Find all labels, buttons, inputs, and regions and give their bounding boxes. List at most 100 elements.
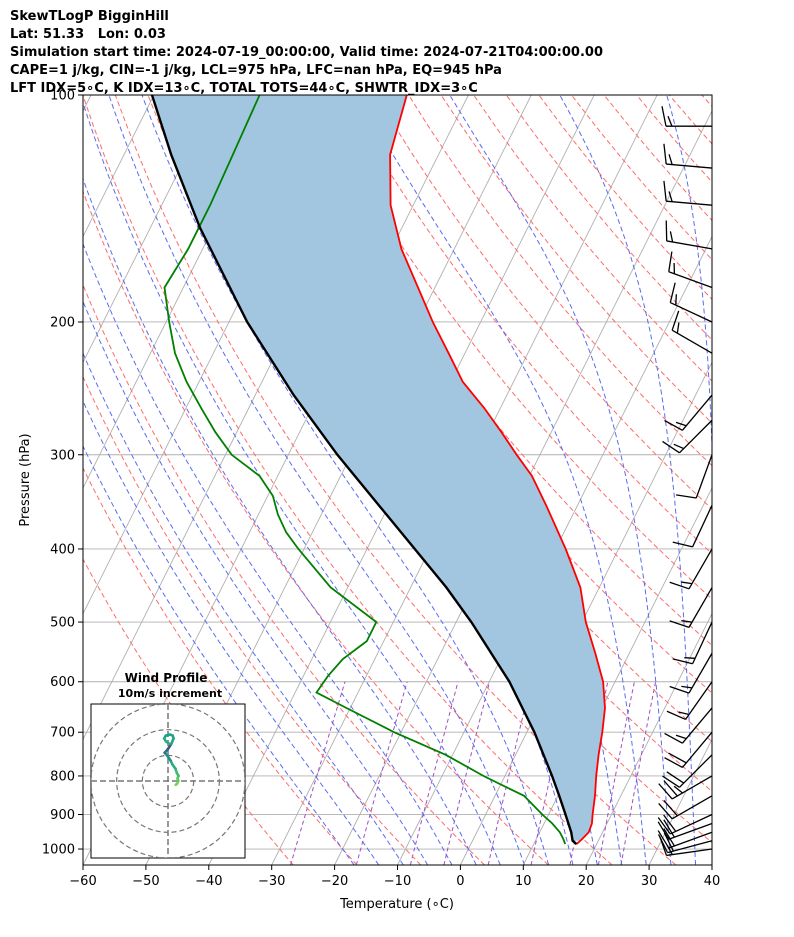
wind-barb-staff xyxy=(667,840,713,854)
y-tick-label: 200 xyxy=(50,315,75,330)
wind-barb-staff xyxy=(688,548,713,590)
wind-barb-staff xyxy=(681,731,713,768)
moist-adiabat-line xyxy=(83,242,453,865)
hodograph-plot xyxy=(91,704,245,858)
x-tick-label: −60 xyxy=(69,874,96,889)
wind-barb-staff xyxy=(666,848,713,857)
x-tick-label: −50 xyxy=(132,874,159,889)
mixing-ratio-line xyxy=(443,681,491,865)
dry-adiabat-line xyxy=(147,95,712,844)
wind-barb xyxy=(662,419,713,454)
moist-adiabat-line xyxy=(141,95,550,865)
moist-adiabat-line xyxy=(666,95,712,458)
wind-barb-flag xyxy=(684,657,696,659)
y-tick-label: 300 xyxy=(50,448,75,463)
wind-barb-flag xyxy=(681,619,693,623)
y-tick-label: 1000 xyxy=(42,843,75,858)
moist-adiabat-line xyxy=(108,95,525,865)
wind-barb-flag xyxy=(663,800,678,817)
x-axis: −60 −50 −40 −30 −20 −10 0 10 20 30 40 xyxy=(69,865,720,889)
x-tick-label: −10 xyxy=(384,874,411,889)
isotherm-line xyxy=(83,95,218,364)
wind-barb-flag xyxy=(673,785,683,794)
wind-barb-flag xyxy=(667,115,673,127)
wind-barb-flag xyxy=(669,231,674,243)
wind-barb-staff xyxy=(666,163,713,169)
wind-barb-staff xyxy=(668,822,713,840)
wind-barb-flag xyxy=(666,710,686,721)
moist-adiabat-line xyxy=(83,300,429,865)
wind-barb-flag xyxy=(675,294,677,306)
isotherm-line xyxy=(397,235,712,865)
moist-adiabat-line xyxy=(83,101,501,865)
wind-barb-flag xyxy=(664,757,683,769)
chart-title: SkewTLogP BigginHill xyxy=(10,9,169,24)
wind-barb xyxy=(664,707,713,744)
wind-barb xyxy=(669,548,713,590)
wind-barb-flag xyxy=(664,732,683,744)
wind-barb xyxy=(669,652,713,694)
wind-barb xyxy=(665,220,713,250)
wind-barb-flag xyxy=(668,154,673,165)
wind-barb-staff xyxy=(671,795,713,820)
x-tick-label: −30 xyxy=(258,874,285,889)
wind-barb-flag xyxy=(657,821,670,840)
wind-barb xyxy=(672,504,713,548)
wind-barb-flag xyxy=(663,819,675,838)
hodograph-subtitle: 10m/s increment xyxy=(118,687,222,700)
wind-barb-flag xyxy=(663,180,667,202)
dry-adiabat-line xyxy=(114,95,677,865)
mixing-ratio-line xyxy=(597,681,635,865)
y-axis: 100 200 300 400 500 600 700 800 900 1000 xyxy=(42,89,83,858)
wind-barb-flag xyxy=(658,803,673,820)
wind-barb-staff xyxy=(681,394,713,431)
wind-barb-flag xyxy=(678,711,690,716)
wind-barb-flag xyxy=(673,443,684,450)
wind-barb-flag xyxy=(669,282,676,303)
hodograph-inset: Wind Profile 10m/s increment xyxy=(90,671,246,859)
dry-adiabat-line xyxy=(734,95,794,865)
wind-barb-flag xyxy=(669,620,690,628)
x-tick-label: 0 xyxy=(456,874,464,889)
dry-adiabat-line xyxy=(408,95,712,467)
wind-barb-flag xyxy=(676,494,697,499)
wind-barb-staff xyxy=(691,504,713,548)
wind-barbs xyxy=(657,106,713,857)
wind-barb-flag xyxy=(672,658,693,665)
wind-barb-flag xyxy=(675,421,687,427)
wind-barb-staff xyxy=(688,587,713,628)
wind-barb-flag xyxy=(663,143,667,165)
moist-adiabat-line xyxy=(559,95,697,865)
wind-barb xyxy=(662,754,713,788)
mixing-ratio-line xyxy=(355,681,408,865)
wind-barb-staff xyxy=(691,621,713,665)
mixing-ratio-line xyxy=(409,681,459,865)
wind-barb-flag xyxy=(661,106,667,127)
moist-adiabat-line xyxy=(83,445,355,865)
wind-barb-flag xyxy=(657,834,669,853)
wind-barb-staff xyxy=(695,454,713,499)
indices-line-2: LFT IDX=5∘C, K IDX=13∘C, TOTAL TOTS=44∘C… xyxy=(10,81,478,96)
wind-barb-staff xyxy=(688,652,713,694)
y-tick-label: 800 xyxy=(50,769,75,784)
wind-barb-flag xyxy=(663,832,674,852)
wind-barb-flag xyxy=(657,817,671,835)
mixing-ratio-line xyxy=(620,681,657,865)
isotherm-line xyxy=(83,95,155,238)
x-tick-label: −40 xyxy=(195,874,222,889)
wind-barb-staff xyxy=(679,419,713,454)
dry-adiabat-line xyxy=(342,95,712,555)
isotherm-line xyxy=(459,361,712,865)
wind-barb xyxy=(669,587,713,628)
wind-barb xyxy=(663,180,713,206)
wind-barb-flag xyxy=(681,581,693,585)
isotherm-line xyxy=(711,863,712,865)
wind-barb-flag xyxy=(675,734,687,740)
wind-barb-staff xyxy=(671,775,713,800)
y-tick-label: 500 xyxy=(50,616,75,631)
wind-barb-flag xyxy=(663,814,677,832)
y-tick-label: 700 xyxy=(50,726,75,741)
wind-barb-staff xyxy=(671,329,713,354)
wind-barb xyxy=(676,454,713,499)
